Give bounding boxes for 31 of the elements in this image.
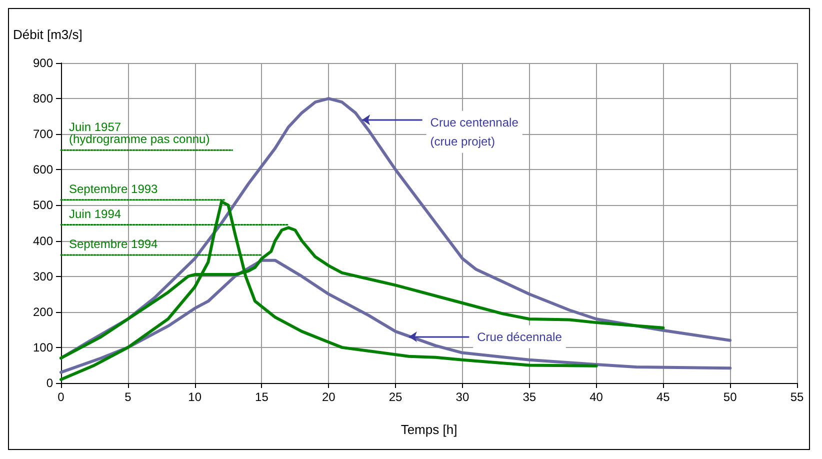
x-tick-label: 0 — [58, 390, 65, 404]
x-tick-label: 40 — [590, 390, 604, 404]
line-series — [60, 258, 732, 374]
x-tick-label: 45 — [656, 390, 670, 404]
annotation: Crue centennale (crue projet) — [430, 115, 519, 148]
series-label: Septembre 1993 — [69, 182, 158, 196]
y-tick-label: 500 — [32, 198, 54, 212]
x-axis-title: Temps [h] — [400, 422, 458, 437]
annotation: Crue décennale — [477, 330, 562, 344]
y-tick-label: 700 — [32, 127, 54, 142]
series-label: Juin 1994 — [69, 206, 122, 221]
x-tick-label: 20 — [322, 390, 336, 404]
x-tick-label: 55 — [790, 390, 804, 404]
series-label: Juin 1957 (hydrogramme pas connu) — [69, 120, 210, 146]
x-tick-label: 15 — [255, 390, 269, 404]
y-tick-label: 900 — [32, 56, 54, 70]
x-tick-label: 30 — [456, 390, 470, 404]
y-tick-label: 300 — [32, 269, 54, 284]
series-label: Septembre 1994 — [69, 237, 158, 251]
y-tick-label: 400 — [32, 234, 54, 248]
x-tick-label: 35 — [522, 390, 536, 404]
y-tick-label: 600 — [32, 162, 54, 177]
y-tick-label: 800 — [32, 92, 54, 106]
y-tick-label: 100 — [32, 340, 54, 354]
x-tick-label: 10 — [188, 390, 202, 404]
y-tick-label: 200 — [32, 304, 54, 319]
x-tick-label: 5 — [124, 390, 132, 404]
y-axis-title: Débit [m3/s] — [13, 27, 82, 42]
x-tick-label: 25 — [388, 390, 403, 404]
y-tick-label: 0 — [46, 376, 54, 390]
x-tick-label: 50 — [723, 390, 738, 404]
